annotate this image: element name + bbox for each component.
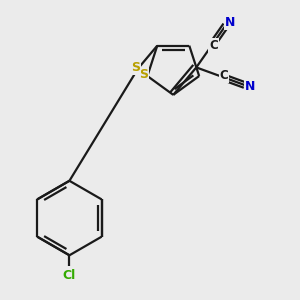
Text: S: S — [139, 68, 148, 81]
Text: C: C — [209, 39, 218, 52]
Text: N: N — [225, 16, 236, 29]
Text: N: N — [245, 80, 256, 93]
Text: Cl: Cl — [63, 269, 76, 282]
Text: S: S — [131, 61, 140, 74]
Text: C: C — [220, 69, 228, 82]
